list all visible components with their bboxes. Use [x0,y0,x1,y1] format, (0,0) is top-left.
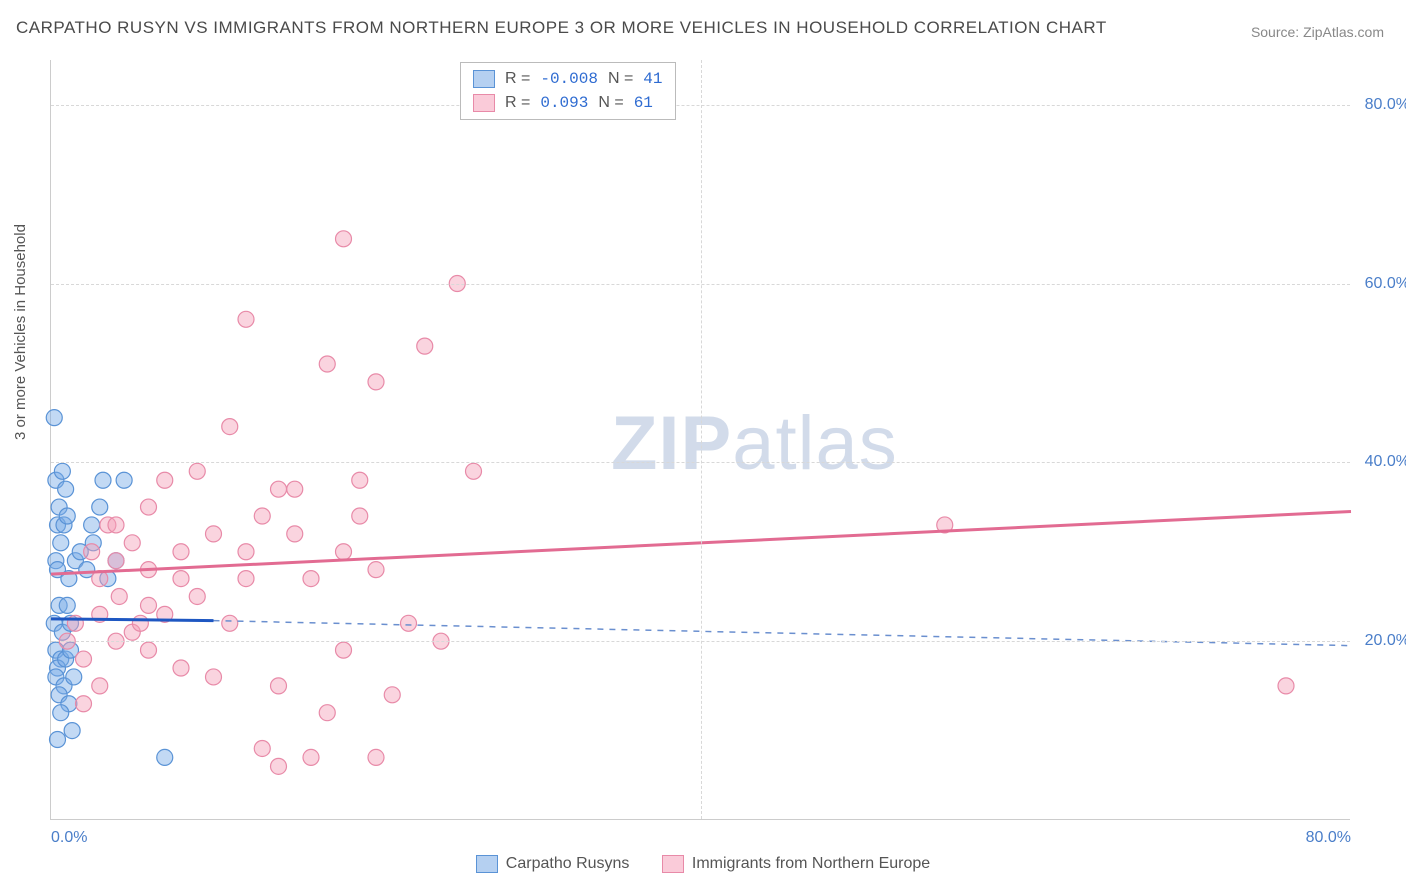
scatter-point-pink [189,588,205,604]
x-tick-label: 80.0% [1306,829,1351,847]
scatter-point-pink [124,535,140,551]
scatter-point-pink [206,526,222,542]
scatter-point-pink [189,463,205,479]
scatter-point-pink [287,481,303,497]
y-tick-label: 40.0% [1355,453,1406,471]
scatter-point-pink [368,749,384,765]
legend-row-blue: R = -0.008 N = 41 [473,67,663,91]
scatter-point-pink [303,571,319,587]
scatter-point-pink [271,481,287,497]
legend-item-blue: Carpatho Rusyns [476,855,630,873]
scatter-point-pink [352,508,368,524]
legend-label-blue: Carpatho Rusyns [506,855,630,873]
scatter-point-pink [92,678,108,694]
y-tick-label: 80.0% [1355,96,1406,114]
chart-title: CARPATHO RUSYN VS IMMIGRANTS FROM NORTHE… [16,18,1107,38]
scatter-point-blue [116,472,132,488]
scatter-point-pink [238,544,254,560]
legend-label-pink: Immigrants from Northern Europe [692,855,930,873]
scatter-point-pink [222,419,238,435]
legend-n-label: N = [598,91,623,115]
legend-row-pink: R = 0.093 N = 61 [473,91,663,115]
y-axis-label: 3 or more Vehicles in Household [12,224,29,440]
scatter-point-pink [319,705,335,721]
scatter-point-pink [384,687,400,703]
scatter-point-blue [66,669,82,685]
gridline-x [701,60,702,819]
legend-n-value-blue: 41 [643,67,662,91]
scatter-point-pink [466,463,482,479]
legend-swatch-pink [473,94,495,112]
y-tick-label: 60.0% [1355,275,1406,293]
legend-r-label: R = [505,67,530,91]
scatter-point-pink [111,588,127,604]
scatter-point-pink [132,615,148,631]
scatter-point-blue [46,410,62,426]
scatter-point-pink [141,642,157,658]
scatter-point-blue [157,749,173,765]
scatter-point-blue [59,508,75,524]
scatter-point-pink [238,311,254,327]
scatter-point-pink [173,544,189,560]
legend-swatch-pink [662,855,684,873]
legend-swatch-blue [473,70,495,88]
scatter-point-pink [108,553,124,569]
scatter-point-blue [53,705,69,721]
trendline-blue-solid [51,619,214,621]
legend-item-pink: Immigrants from Northern Europe [662,855,930,873]
scatter-point-blue [64,723,80,739]
scatter-point-pink [319,356,335,372]
scatter-point-blue [95,472,111,488]
scatter-point-pink [368,374,384,390]
scatter-point-pink [254,740,270,756]
scatter-point-blue [58,481,74,497]
scatter-point-pink [173,660,189,676]
scatter-point-pink [76,651,92,667]
plot-area: ZIPatlas 20.0%40.0%60.0%80.0%0.0%80.0% [50,60,1350,820]
x-tick-label: 0.0% [51,829,87,847]
scatter-point-pink [336,642,352,658]
y-tick-label: 20.0% [1355,632,1406,650]
scatter-point-pink [254,508,270,524]
legend-r-value-blue: -0.008 [540,67,598,91]
series-legend: Carpatho Rusyns Immigrants from Northern… [0,855,1406,878]
scatter-point-pink [417,338,433,354]
scatter-point-blue [54,463,70,479]
scatter-point-pink [271,678,287,694]
legend-swatch-blue [476,855,498,873]
scatter-point-pink [368,562,384,578]
scatter-point-pink [238,571,254,587]
scatter-point-blue [59,597,75,613]
scatter-point-pink [336,231,352,247]
scatter-point-pink [303,749,319,765]
scatter-point-pink [141,499,157,515]
scatter-point-blue [92,499,108,515]
scatter-point-pink [1278,678,1294,694]
scatter-point-pink [287,526,303,542]
scatter-point-pink [141,597,157,613]
scatter-point-pink [271,758,287,774]
scatter-point-blue [50,732,66,748]
scatter-point-pink [352,472,368,488]
scatter-point-blue [84,517,100,533]
correlation-legend: R = -0.008 N = 41 R = 0.093 N = 61 [460,62,676,120]
legend-r-label: R = [505,91,530,115]
scatter-point-pink [336,544,352,560]
scatter-point-blue [53,535,69,551]
scatter-point-pink [173,571,189,587]
scatter-point-pink [108,517,124,533]
source-label: Source: ZipAtlas.com [1251,24,1384,40]
scatter-point-pink [401,615,417,631]
scatter-point-pink [206,669,222,685]
legend-r-value-pink: 0.093 [540,91,588,115]
legend-n-label: N = [608,67,633,91]
scatter-point-pink [76,696,92,712]
scatter-point-pink [84,544,100,560]
scatter-point-pink [222,615,238,631]
legend-n-value-pink: 61 [634,91,653,115]
scatter-point-pink [157,472,173,488]
